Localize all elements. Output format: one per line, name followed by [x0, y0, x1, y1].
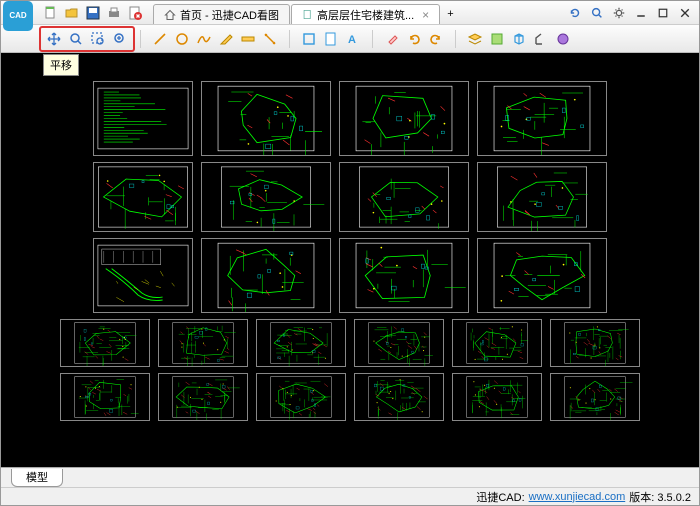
measure-tool[interactable]: [260, 29, 280, 49]
title-bar: CAD 首页 - 迅捷CAD看图 高层层住宅楼建筑... × +: [1, 1, 699, 25]
ruler-tool[interactable]: [238, 29, 258, 49]
status-bar: 迅捷CAD: www.xunjiecad.com 版本: 3.5.0.2: [1, 487, 699, 505]
pan-tooltip: 平移: [43, 54, 79, 76]
view-tools-group: 平移: [39, 26, 135, 52]
layer-tools-group: A: [295, 29, 367, 49]
drawing-thumbnail[interactable]: [158, 319, 248, 367]
drawing-thumbnail[interactable]: [93, 81, 193, 156]
drawing-thumbnail[interactable]: [477, 81, 607, 156]
block-button[interactable]: [487, 29, 507, 49]
render-button[interactable]: [553, 29, 573, 49]
drawing-thumbnail[interactable]: [93, 238, 193, 313]
document-tab-label: 高层层住宅楼建筑...: [317, 7, 414, 23]
drawing-thumbnail[interactable]: [339, 81, 469, 156]
save-icon[interactable]: [85, 5, 101, 21]
spline-tool[interactable]: [194, 29, 214, 49]
close-file-icon[interactable]: [127, 5, 143, 21]
drawing-thumbnail[interactable]: [477, 238, 607, 313]
pan-button[interactable]: [44, 29, 64, 49]
document-tab[interactable]: 高层层住宅楼建筑... ×: [291, 4, 440, 24]
home-tab-label: 首页 - 迅捷CAD看图: [180, 7, 279, 23]
refresh-icon[interactable]: [567, 5, 583, 21]
close-button[interactable]: [677, 5, 693, 21]
line-tool[interactable]: [150, 29, 170, 49]
drawing-thumbnail[interactable]: [256, 373, 346, 421]
drawing-thumbnail[interactable]: [550, 373, 640, 421]
drawing-row: [31, 319, 669, 367]
open-file-icon[interactable]: [64, 5, 80, 21]
drawing-thumbnail[interactable]: [256, 319, 346, 367]
edit-tool[interactable]: [216, 29, 236, 49]
text-button[interactable]: A: [343, 29, 363, 49]
3d-button[interactable]: [509, 29, 529, 49]
quick-access-toolbar: [43, 5, 143, 21]
view3d-tools-group: [461, 29, 577, 49]
close-tab-icon[interactable]: ×: [422, 8, 429, 22]
layers-button[interactable]: [465, 29, 485, 49]
drawing-thumbnail[interactable]: [201, 162, 331, 232]
new-file-icon[interactable]: [43, 5, 59, 21]
drawing-thumbnail[interactable]: [354, 373, 444, 421]
drawing-thumbnail[interactable]: [452, 319, 542, 367]
status-link[interactable]: www.xunjiecad.com: [529, 491, 626, 503]
window-controls: [567, 5, 697, 21]
drawing-thumbnail[interactable]: [201, 238, 331, 313]
sheet-button[interactable]: [321, 29, 341, 49]
home-icon: [164, 9, 176, 21]
draw-tools-group: [146, 29, 284, 49]
settings-icon[interactable]: [611, 5, 627, 21]
add-tab-button[interactable]: +: [441, 4, 459, 24]
drawing-row: [31, 238, 669, 313]
doc-icon: [302, 9, 313, 20]
layout-tabs: 模型: [1, 467, 699, 487]
model-tab[interactable]: 模型: [11, 469, 63, 487]
drawing-thumbnail[interactable]: [339, 162, 469, 232]
erase-button[interactable]: [382, 29, 402, 49]
maximize-button[interactable]: [655, 5, 671, 21]
redo-button[interactable]: [426, 29, 446, 49]
minimize-button[interactable]: [633, 5, 649, 21]
drawing-row: [31, 373, 669, 421]
drawing-row: [31, 162, 669, 232]
dim-button[interactable]: [531, 29, 551, 49]
document-tabs: 首页 - 迅捷CAD看图 高层层住宅楼建筑... × +: [153, 1, 461, 24]
undo-button[interactable]: [404, 29, 424, 49]
zoom-all-button[interactable]: [110, 29, 130, 49]
drawing-thumbnail[interactable]: [452, 373, 542, 421]
svg-text:A: A: [348, 34, 356, 46]
layer-button[interactable]: [299, 29, 319, 49]
drawing-thumbnail[interactable]: [339, 238, 469, 313]
status-version: 版本: 3.5.0.2: [629, 489, 691, 505]
drawing-thumbnail[interactable]: [354, 319, 444, 367]
drawing-thumbnail[interactable]: [60, 373, 150, 421]
main-toolbar: 平移 A: [1, 25, 699, 53]
drawing-canvas[interactable]: [1, 53, 699, 467]
app-logo: CAD: [3, 1, 33, 31]
drawing-thumbnail[interactable]: [158, 373, 248, 421]
drawing-thumbnail[interactable]: [60, 319, 150, 367]
zoom-icon[interactable]: [589, 5, 605, 21]
drawing-row: [31, 81, 669, 156]
print-icon[interactable]: [106, 5, 122, 21]
drawing-thumbnail[interactable]: [93, 162, 193, 232]
drawing-thumbnail[interactable]: [550, 319, 640, 367]
zoom-window-button[interactable]: [88, 29, 108, 49]
status-prefix: 迅捷CAD:: [476, 489, 524, 505]
drawing-thumbnail[interactable]: [201, 81, 331, 156]
edit-tools-group: [378, 29, 450, 49]
zoom-extents-button[interactable]: [66, 29, 86, 49]
home-tab[interactable]: 首页 - 迅捷CAD看图: [153, 4, 290, 24]
circle-tool[interactable]: [172, 29, 192, 49]
drawing-thumbnail[interactable]: [477, 162, 607, 232]
